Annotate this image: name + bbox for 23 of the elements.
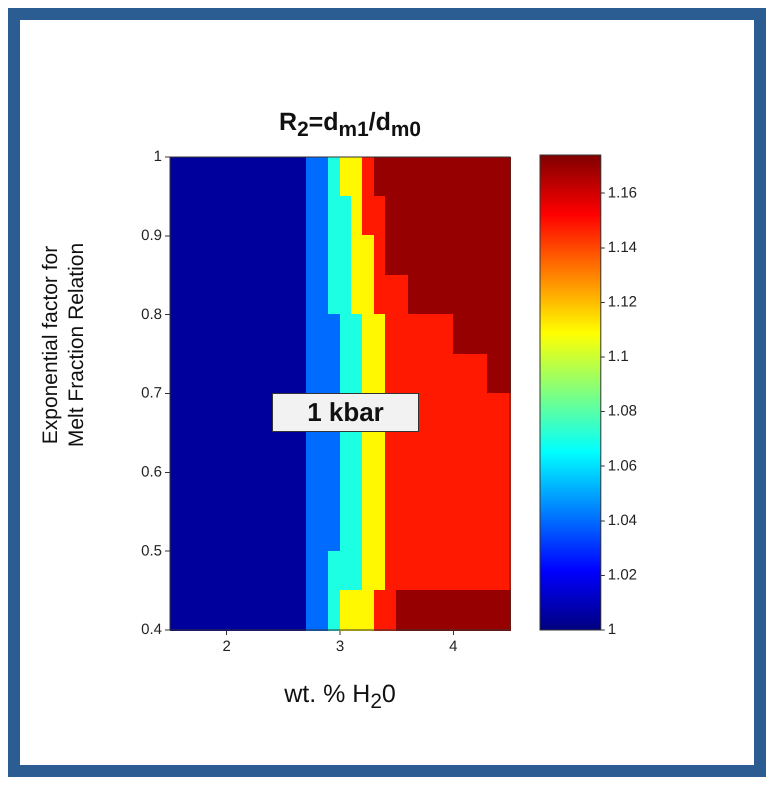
color-bar-label: 1.1 [608,348,629,366]
y-axis-title: Exponential factor for Melt Fraction Relation [38,242,89,450]
color-bar-label: 1.16 [608,184,638,202]
y-tick-label: 1 [154,148,162,166]
chart-title: R$_{2}$=d$_{m1}$/d$_{m0}$ [278,108,422,142]
color-bar-label: 1.06 [608,457,638,474]
color-bar-label: 1.08 [608,402,638,420]
color-bar-label: 1.12 [608,294,638,311]
x-tick-label: 4 [449,638,458,656]
x-tick-label: 2 [222,638,231,656]
color-bar-label: 1 [608,621,616,638]
y-tick-label: 0.4 [141,621,162,638]
y-tick-label: 0.6 [141,463,162,480]
annotation: 1 kbar [272,393,419,432]
color-bar-label: 1.04 [608,512,638,529]
y-tick-label: 0.5 [141,542,162,560]
x-axis-title: wt. % H$_{2}$0 [283,680,397,714]
x-tick-label: 3 [336,638,344,656]
color-bar-label: 1.02 [608,566,638,584]
y-tick-label: 0.7 [141,384,162,402]
y-tick-label: 0.9 [141,226,162,244]
color-bar-label: 1.14 [608,238,638,256]
y-tick-label: 0.8 [141,306,162,323]
